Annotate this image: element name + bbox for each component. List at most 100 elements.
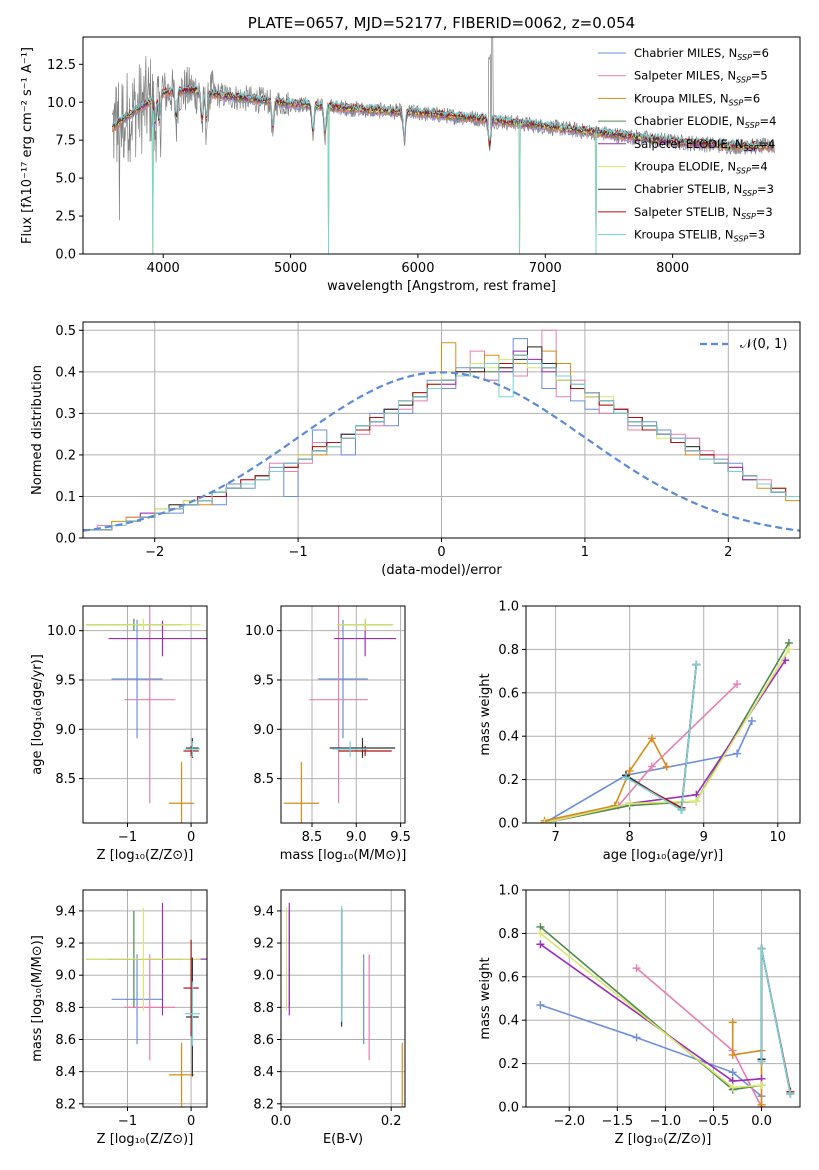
- x-tick-label: 5000: [274, 261, 307, 276]
- plot-frame: [82, 889, 208, 1108]
- y-tick-label: 9.4: [253, 904, 274, 919]
- mass_vs_Z-panel: −1 0 8.2 8.4 8.6 8.8 9.0 9.2 9.4 Z [log₁₀(Z/Z⊙)] m…: [30, 889, 208, 1147]
- x-axis-label: mass [log₁₀(M/M⊙)]: [280, 848, 407, 863]
- y-tick-label: 9.5: [55, 673, 76, 688]
- x-axis-label: Z [log₁₀(Z/Z⊙)]: [97, 1132, 194, 1147]
- weight_vs_age-panel: 7 8 9 10 0.0 0.2 0.4 0.6 0.8 1.0 age [log₁₀(age/yr…: [478, 600, 801, 863]
- x-axis-label: (data-model)/error: [381, 563, 502, 578]
- x-tick-label: −2.0: [553, 1114, 585, 1129]
- weight_vs_Z-plot: [536, 922, 795, 1107]
- y-tick-label: 8.6: [55, 1033, 76, 1048]
- weight-marker: [728, 1050, 737, 1059]
- weight-marker: [728, 1018, 737, 1027]
- weight-marker: [677, 805, 686, 814]
- weight-marker: [728, 1083, 737, 1092]
- y-tick-label: 9.5: [253, 673, 274, 688]
- x-axis-label: age [log₁₀(age/yr)]: [603, 848, 724, 863]
- y-tick-label: 0.4: [498, 730, 519, 745]
- weight-line-0: [544, 720, 753, 823]
- y-tick-label: 8.5: [253, 772, 274, 787]
- weight-line-5: [544, 648, 790, 823]
- x-tick-label: 0.0: [751, 1114, 772, 1129]
- y-tick-label: 0.5: [55, 324, 76, 339]
- y-tick-label: 8.8: [253, 1001, 274, 1016]
- weight-marker: [757, 1100, 766, 1107]
- weight-line-0: [540, 1004, 763, 1097]
- y-tick-label: 0.2: [55, 448, 76, 463]
- weight-marker: [747, 717, 756, 726]
- y-axis-label: mass weight: [478, 957, 493, 1039]
- y-tick-label: 0.6: [498, 686, 519, 701]
- y-tick-label: 0.0: [55, 248, 76, 263]
- weight-line-4: [539, 943, 762, 1082]
- y-tick-label: 2.5: [55, 210, 76, 225]
- x-tick-label: 8: [626, 830, 634, 845]
- y-tick-label: 0.0: [498, 817, 519, 832]
- x-tick-label: 8.5: [302, 830, 323, 845]
- x-axis-label: wavelength [Angstrom, rest frame]: [327, 279, 556, 294]
- y-tick-label: 0.4: [55, 365, 76, 380]
- legend-entry: Kroupa ELODIE, NSSP=4: [634, 160, 768, 176]
- spectrum-plot: [111, 37, 775, 254]
- age_vs_mass-panel: 8.5 9.0 9.5 8.5 9.0 9.5 10.0 mass [log₁₀(M/M⊙)]: [245, 605, 411, 863]
- weight-marker: [692, 797, 701, 806]
- gridlines: [83, 606, 207, 823]
- weight-marker: [757, 944, 766, 953]
- y-tick-label: 0.0: [55, 532, 76, 547]
- x-tick-label: 7: [551, 830, 559, 845]
- y-tick-label: 9.0: [253, 969, 274, 984]
- legend-entry: Chabrier MILES, NSSP=6: [634, 46, 769, 62]
- weight-marker: [784, 645, 793, 654]
- weight-line-8: [625, 664, 698, 812]
- weight-marker: [625, 766, 634, 775]
- y-axis-label: age [log₁₀(age/yr)]: [30, 654, 45, 775]
- weight-marker: [536, 940, 545, 949]
- gridlines: [280, 890, 405, 1107]
- x-tick-label: 4000: [147, 261, 180, 276]
- legend-entry: Kroupa MILES, NSSP=6: [634, 91, 760, 107]
- weight-marker: [632, 964, 641, 973]
- x-tick-label: 2: [724, 545, 732, 560]
- x-tick-label: 0.2: [381, 1114, 402, 1129]
- y-tick-label: 8.2: [253, 1097, 274, 1112]
- x-tick-label: −0.5: [698, 1114, 730, 1129]
- plot-frame: [82, 605, 208, 824]
- y-tick-label: 10.0: [245, 624, 274, 639]
- y-tick-label: 0.2: [498, 1057, 519, 1072]
- normal-curve: [83, 371, 800, 532]
- plot-frame: [280, 605, 406, 824]
- y-tick-label: 0.1: [55, 490, 76, 505]
- chart-title: PLATE=0657, MJD=52177, FIBERID=0062, z=0…: [248, 14, 635, 32]
- legend-entry: Salpeter STELIB, NSSP=3: [634, 205, 773, 221]
- weight-marker: [647, 734, 656, 743]
- weight-marker: [621, 773, 630, 782]
- mass_vs_ebv-panel: 0.0 0.2 8.2 8.4 8.6 8.8 9.0 9.2 9.4 E(B-V): [253, 889, 406, 1147]
- age_vs_Z-panel: −1 0 8.5 9.0 9.5 10.0 Z [log₁₀(Z/Z⊙)] age [log₁…: [30, 605, 208, 863]
- y-tick-label: 0.3: [55, 407, 76, 422]
- weight-line-8: [760, 948, 792, 1095]
- x-tick-label: −1: [118, 830, 137, 845]
- y-axis-label: mass [log₁₀(M/M⊙)]: [30, 935, 45, 1062]
- mass_vs_Z-plot: [86, 902, 207, 1107]
- y-tick-label: 9.4: [55, 904, 76, 919]
- histogram-6: [83, 346, 800, 531]
- x-tick-label: 7000: [529, 261, 562, 276]
- weight-marker: [757, 1057, 766, 1066]
- legend-entry: Kroupa STELIB, NSSP=3: [634, 228, 765, 244]
- y-axis-label: Flux [fλ10⁻¹⁷ erg cm⁻² s⁻¹ A⁻¹]: [20, 47, 35, 244]
- y-tick-label: 12.5: [47, 58, 76, 73]
- weight-marker: [757, 1081, 766, 1090]
- y-tick-label: 9.0: [55, 969, 76, 984]
- y-tick-label: 0.8: [498, 643, 519, 658]
- gridlines: [526, 605, 800, 824]
- y-tick-label: 8.2: [55, 1097, 76, 1112]
- x-axis-label: Z [log₁₀(Z/Z⊙)]: [97, 848, 194, 863]
- age_vs_Z-plot: [86, 606, 207, 823]
- y-tick-label: 8.4: [253, 1065, 274, 1080]
- x-tick-label: 9: [700, 830, 708, 845]
- histogram-5: [83, 354, 800, 531]
- x-tick-label: −1: [118, 1114, 137, 1129]
- legend: 𝒩(0, 1): [700, 337, 787, 352]
- y-tick-label: 1.0: [498, 600, 519, 615]
- x-axis-label: Z [log₁₀(Z/Z⊙)]: [615, 1132, 712, 1147]
